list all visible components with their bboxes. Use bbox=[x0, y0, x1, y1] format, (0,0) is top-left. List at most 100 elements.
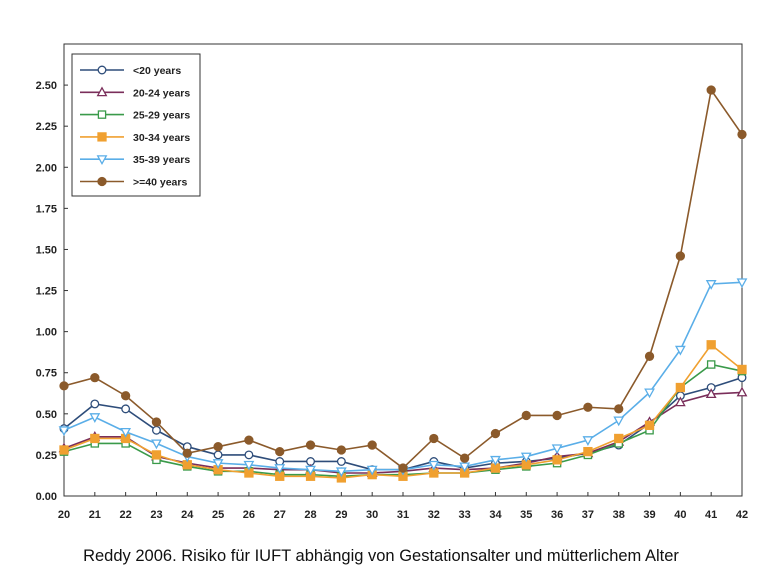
data-point bbox=[644, 351, 655, 361]
series-layer bbox=[58, 85, 748, 483]
x-axis: 20 21 22 23 24 25 26 27 28 29 30 31 32 33 34 35 36 37 38 39… bbox=[58, 492, 748, 521]
legend-label: <20 years bbox=[133, 65, 181, 77]
data-point bbox=[151, 450, 162, 460]
data-point bbox=[274, 464, 286, 474]
legend-swatch-marker bbox=[96, 86, 108, 97]
figure-caption: Reddy 2006. Risiko für IUFT abhängig von… bbox=[83, 547, 679, 565]
data-point bbox=[59, 445, 69, 455]
data-point bbox=[305, 465, 316, 476]
x-tick-label: 33 bbox=[459, 509, 471, 521]
data-point bbox=[336, 457, 346, 466]
legend-swatch-marker bbox=[97, 132, 107, 142]
x-tick-label: 28 bbox=[304, 509, 316, 521]
data-point bbox=[706, 360, 716, 369]
legend-swatch-marker bbox=[96, 155, 108, 166]
data-point bbox=[675, 251, 686, 261]
x-tick-label: 26 bbox=[243, 509, 255, 521]
x-tick-label: 36 bbox=[551, 509, 563, 521]
data-point bbox=[614, 433, 624, 444]
x-tick-label: 30 bbox=[366, 509, 378, 521]
data-point bbox=[737, 364, 747, 375]
data-point bbox=[367, 440, 377, 450]
y-tick-label: 0.75 bbox=[36, 368, 57, 380]
data-point bbox=[243, 460, 255, 471]
data-point bbox=[305, 440, 316, 450]
data-point bbox=[582, 436, 594, 446]
data-point bbox=[614, 404, 624, 414]
series-3 bbox=[59, 340, 747, 483]
data-point bbox=[552, 410, 562, 421]
data-point bbox=[89, 413, 101, 423]
data-point bbox=[736, 386, 748, 397]
legend-swatch-marker bbox=[97, 65, 107, 75]
data-point bbox=[737, 129, 747, 140]
data-point bbox=[551, 444, 563, 455]
data-point bbox=[182, 448, 192, 458]
y-tick-label: 0.25 bbox=[36, 450, 57, 462]
data-point bbox=[244, 450, 254, 460]
data-point bbox=[674, 396, 686, 407]
data-point bbox=[90, 373, 100, 383]
legend-box bbox=[71, 53, 201, 197]
data-point bbox=[212, 459, 224, 469]
legend-label: 30-34 years bbox=[133, 132, 190, 144]
data-point bbox=[674, 345, 686, 356]
data-point bbox=[151, 417, 162, 427]
x-tick-label: 27 bbox=[274, 509, 286, 521]
x-tick-label: 35 bbox=[520, 509, 532, 521]
data-point bbox=[520, 452, 532, 463]
data-point bbox=[90, 433, 100, 444]
y-tick-label: 2.25 bbox=[36, 121, 57, 133]
x-tick-label: 20 bbox=[58, 509, 70, 521]
x-tick-label: 32 bbox=[428, 509, 440, 521]
y-tick-label: 1.75 bbox=[36, 203, 57, 215]
data-point bbox=[428, 460, 440, 471]
data-point bbox=[213, 450, 223, 460]
legend-item: 35-39 years bbox=[80, 154, 190, 166]
data-point bbox=[120, 427, 132, 438]
data-point bbox=[521, 410, 531, 421]
data-point bbox=[429, 433, 439, 444]
data-point bbox=[705, 388, 717, 399]
data-point bbox=[490, 455, 501, 466]
x-tick-label: 29 bbox=[335, 509, 347, 521]
x-tick-label: 31 bbox=[397, 509, 409, 521]
data-point bbox=[58, 426, 70, 437]
data-point bbox=[275, 446, 285, 457]
y-axis: 0.00 0.25 0.50 0.75 1.00 1.25 1.50 1.75 2.00 2.25… bbox=[36, 80, 68, 503]
y-tick-label: 2.50 bbox=[36, 80, 57, 92]
data-point bbox=[552, 455, 562, 465]
data-point bbox=[398, 463, 408, 473]
y-tick-label: 1.25 bbox=[36, 286, 57, 298]
legend-item: 20-24 years bbox=[80, 86, 190, 99]
y-tick-label: 1.50 bbox=[36, 244, 57, 256]
data-point bbox=[613, 416, 625, 427]
data-point bbox=[644, 420, 655, 430]
x-tick-label: 39 bbox=[643, 509, 655, 521]
x-tick-label: 34 bbox=[489, 509, 502, 521]
legend: <20 years 20-24 years 25-29 years 30-34 yea… bbox=[71, 53, 201, 197]
y-tick-label: 1.00 bbox=[36, 327, 57, 339]
legend-label: 35-39 years bbox=[133, 154, 190, 166]
data-point bbox=[121, 404, 131, 414]
legend-item: 25-29 years bbox=[80, 110, 190, 122]
legend-label: >=40 years bbox=[133, 177, 187, 189]
data-point bbox=[336, 445, 347, 455]
data-point bbox=[706, 85, 716, 95]
data-point bbox=[736, 278, 748, 289]
data-point bbox=[706, 340, 716, 350]
data-point bbox=[335, 467, 347, 478]
legend-swatch-marker bbox=[97, 176, 107, 187]
legend-swatch-marker bbox=[97, 110, 107, 119]
data-point bbox=[152, 425, 161, 435]
x-tick-label: 22 bbox=[120, 509, 132, 521]
x-tick-label: 41 bbox=[705, 509, 717, 521]
legend-item: >=40 years bbox=[80, 177, 187, 189]
x-tick-label: 38 bbox=[613, 509, 625, 521]
data-point bbox=[90, 399, 100, 409]
data-point bbox=[366, 465, 378, 476]
y-tick-label: 0.00 bbox=[36, 491, 57, 503]
x-tick-label: 42 bbox=[736, 509, 748, 521]
series-5 bbox=[59, 85, 747, 473]
x-tick-label: 37 bbox=[582, 509, 594, 521]
